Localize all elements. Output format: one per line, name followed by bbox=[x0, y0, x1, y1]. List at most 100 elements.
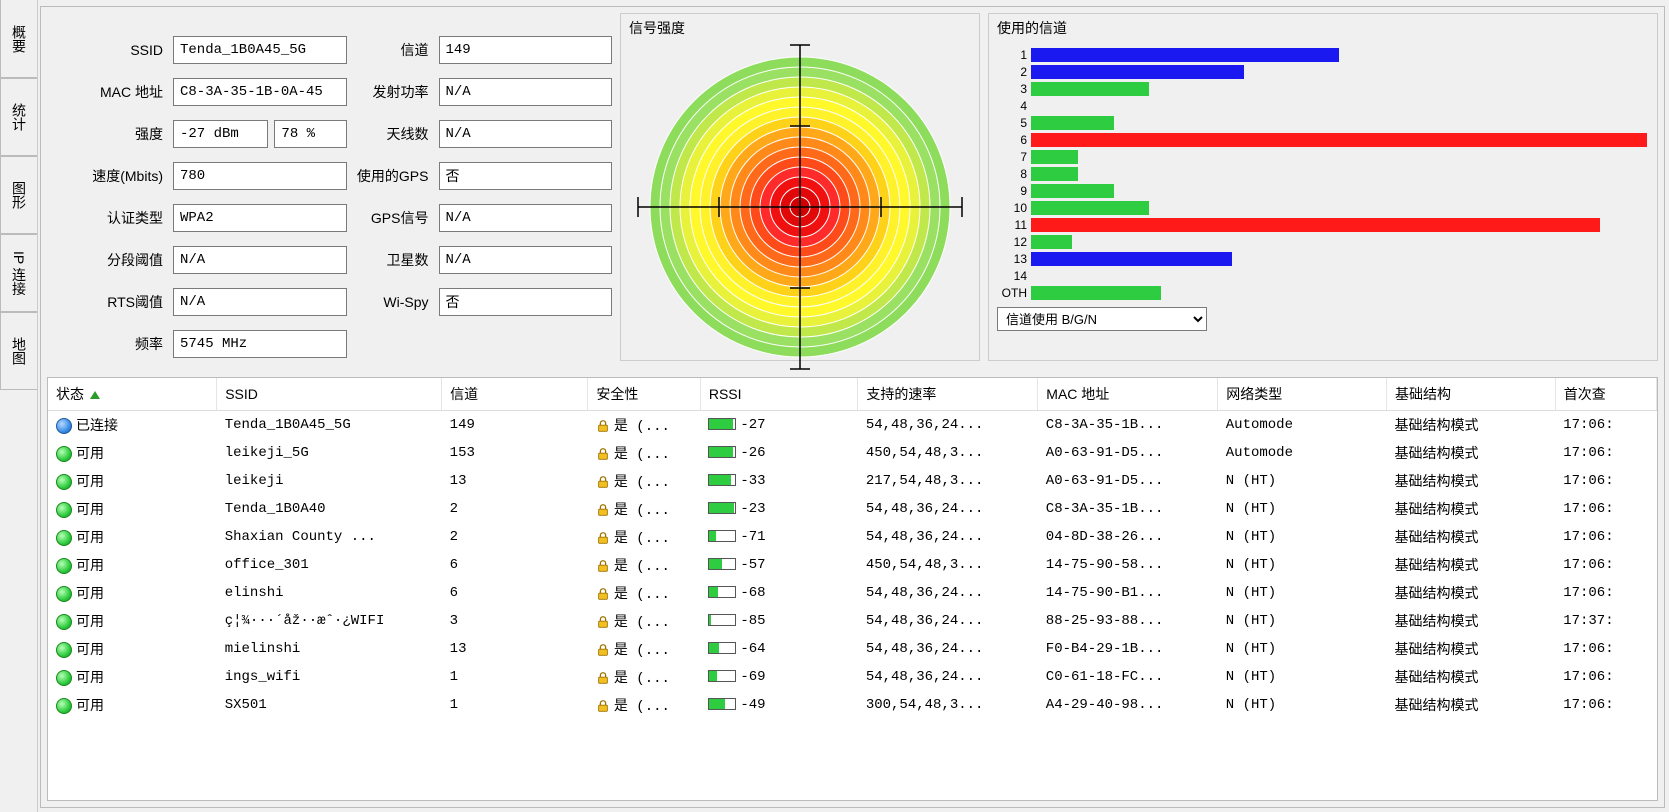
channel-bar-label: 8 bbox=[999, 167, 1031, 181]
ssid-cell: Tenda_1B0A45_5G bbox=[217, 411, 442, 440]
rssi-value: -26 bbox=[740, 445, 765, 461]
channel-cell: 6 bbox=[442, 579, 588, 607]
table-header[interactable]: 支持的速率 bbox=[858, 378, 1038, 411]
channel-bar-row: 14 bbox=[999, 267, 1647, 284]
side-tab-4[interactable]: 地图 bbox=[0, 312, 37, 390]
channel-bar-fill bbox=[1031, 218, 1600, 232]
channel-bar-row: 10 bbox=[999, 199, 1647, 216]
ssid-cell: Tenda_1B0A40 bbox=[217, 495, 442, 523]
mac-cell: C0-61-18-FC... bbox=[1038, 663, 1218, 691]
table-row[interactable]: 可用Tenda_1B0A402是 (...-2354,48,36,24...C8… bbox=[48, 495, 1657, 523]
label-auth: 认证类型 bbox=[47, 208, 167, 228]
channel-bar-row: 2 bbox=[999, 63, 1647, 80]
channel-bar-row: 3 bbox=[999, 80, 1647, 97]
rssi-bar-icon bbox=[708, 474, 736, 486]
lock-icon bbox=[596, 559, 610, 573]
channel-mode-select[interactable]: 信道使用 B/G/N bbox=[997, 307, 1207, 331]
rssi-bar-icon bbox=[708, 502, 736, 514]
table-row[interactable]: 可用elinshi6是 (...-6854,48,36,24...14-75-9… bbox=[48, 579, 1657, 607]
rates-cell: 54,48,36,24... bbox=[858, 523, 1038, 551]
auth-field[interactable] bbox=[173, 204, 347, 232]
lock-icon bbox=[596, 671, 610, 685]
gps-signal-field[interactable] bbox=[439, 204, 613, 232]
side-tab-3[interactable]: IP 连接 bbox=[0, 234, 37, 312]
label-txpower: 发射功率 bbox=[353, 82, 433, 102]
infra-cell: 基础结构模式 bbox=[1386, 635, 1555, 663]
channel-field[interactable] bbox=[439, 36, 613, 64]
table-row[interactable]: 可用ç¦¾···´åž··æˆ·¿WIFI3是 (...-8554,48,36,… bbox=[48, 607, 1657, 635]
security-text: 是 (... bbox=[614, 559, 670, 575]
nettype-cell: Automode bbox=[1218, 411, 1387, 440]
channel-bar-label: 7 bbox=[999, 150, 1031, 164]
channel-bar-label: 4 bbox=[999, 99, 1031, 113]
channel-bar-chart: 1234567891011121314OTH bbox=[989, 42, 1657, 303]
txpower-field[interactable] bbox=[439, 78, 613, 106]
wispy-field[interactable] bbox=[439, 288, 613, 316]
strength-pct-field[interactable] bbox=[274, 120, 346, 148]
firstseen-cell: 17:06: bbox=[1555, 467, 1656, 495]
side-tab-2[interactable]: 图形 bbox=[0, 156, 37, 234]
channel-bar-row: 7 bbox=[999, 148, 1647, 165]
strength-dbm-field[interactable] bbox=[173, 120, 268, 148]
lock-icon bbox=[596, 475, 610, 489]
freq-field[interactable] bbox=[173, 330, 347, 358]
channel-cell: 2 bbox=[442, 523, 588, 551]
status-text: 可用 bbox=[76, 671, 104, 687]
gps-used-field[interactable] bbox=[439, 162, 613, 190]
speed-field[interactable] bbox=[173, 162, 347, 190]
firstseen-cell: 17:06: bbox=[1555, 439, 1656, 467]
ssid-cell: leikeji bbox=[217, 467, 442, 495]
lock-icon bbox=[596, 643, 610, 657]
table-row[interactable]: 可用SX5011是 (...-49300,54,48,3...A4-29-40-… bbox=[48, 691, 1657, 719]
satellites-field[interactable] bbox=[439, 246, 613, 274]
table-row[interactable]: 可用Shaxian County ...2是 (...-7154,48,36,2… bbox=[48, 523, 1657, 551]
table-header[interactable]: RSSI bbox=[700, 378, 857, 411]
rts-field[interactable] bbox=[173, 288, 347, 316]
ssid-field[interactable] bbox=[173, 36, 347, 64]
lock-icon bbox=[596, 699, 610, 713]
table-header[interactable]: 基础结构 bbox=[1386, 378, 1555, 411]
nettype-cell: N (HT) bbox=[1218, 691, 1387, 719]
rssi-value: -33 bbox=[740, 473, 765, 489]
mac-cell: F0-B4-29-1B... bbox=[1038, 635, 1218, 663]
rssi-bar-icon bbox=[708, 530, 736, 542]
networks-table-wrap[interactable]: 状态SSID信道安全性RSSI支持的速率MAC 地址网络类型基础结构首次查 已连… bbox=[47, 377, 1658, 801]
table-row[interactable]: 可用leikeji13是 (...-33217,54,48,3...A0-63-… bbox=[48, 467, 1657, 495]
table-row[interactable]: 可用mielinshi13是 (...-6454,48,36,24...F0-B… bbox=[48, 635, 1657, 663]
firstseen-cell: 17:06: bbox=[1555, 411, 1656, 440]
mac-cell: 14-75-90-58... bbox=[1038, 551, 1218, 579]
rates-cell: 450,54,48,3... bbox=[858, 439, 1038, 467]
table-row[interactable]: 可用office_3016是 (...-57450,54,48,3...14-7… bbox=[48, 551, 1657, 579]
table-row[interactable]: 已连接Tenda_1B0A45_5G149是 (...-2754,48,36,2… bbox=[48, 411, 1657, 440]
side-tab-0[interactable]: 概要 bbox=[0, 0, 37, 78]
security-text: 是 (... bbox=[614, 615, 670, 631]
antennas-field[interactable] bbox=[439, 120, 613, 148]
mac-cell: C8-3A-35-1B... bbox=[1038, 411, 1218, 440]
table-header[interactable]: 状态 bbox=[48, 378, 217, 411]
firstseen-cell: 17:06: bbox=[1555, 495, 1656, 523]
table-header[interactable]: 网络类型 bbox=[1218, 378, 1387, 411]
table-header[interactable]: 信道 bbox=[442, 378, 588, 411]
mac-field[interactable] bbox=[173, 78, 347, 106]
table-header[interactable]: SSID bbox=[217, 378, 442, 411]
label-speed: 速度(Mbits) bbox=[47, 166, 167, 186]
channel-bar-row: 4 bbox=[999, 97, 1647, 114]
channel-bar-label: 5 bbox=[999, 116, 1031, 130]
channel-bar-label: 10 bbox=[999, 201, 1031, 215]
table-header[interactable]: 首次查 bbox=[1555, 378, 1656, 411]
table-row[interactable]: 可用leikeji_5G153是 (...-26450,54,48,3...A0… bbox=[48, 439, 1657, 467]
channel-bar-fill bbox=[1031, 116, 1114, 130]
top-section: SSID 信道 MAC 地址 发射功率 强度 天线数 速度(Mbits) 使用的… bbox=[41, 7, 1664, 367]
table-header[interactable]: 安全性 bbox=[588, 378, 700, 411]
security-text: 是 (... bbox=[614, 671, 670, 687]
firstseen-cell: 17:37: bbox=[1555, 607, 1656, 635]
side-tab-1[interactable]: 统计 bbox=[0, 78, 37, 156]
signal-strength-chart: 信号强度 bbox=[620, 13, 980, 361]
table-row[interactable]: 可用ings_wifi1是 (...-6954,48,36,24...C0-61… bbox=[48, 663, 1657, 691]
firstseen-cell: 17:06: bbox=[1555, 523, 1656, 551]
lock-icon bbox=[596, 531, 610, 545]
table-header[interactable]: MAC 地址 bbox=[1038, 378, 1218, 411]
channel-bar-label: 9 bbox=[999, 184, 1031, 198]
frag-field[interactable] bbox=[173, 246, 347, 274]
channel-cell: 13 bbox=[442, 467, 588, 495]
